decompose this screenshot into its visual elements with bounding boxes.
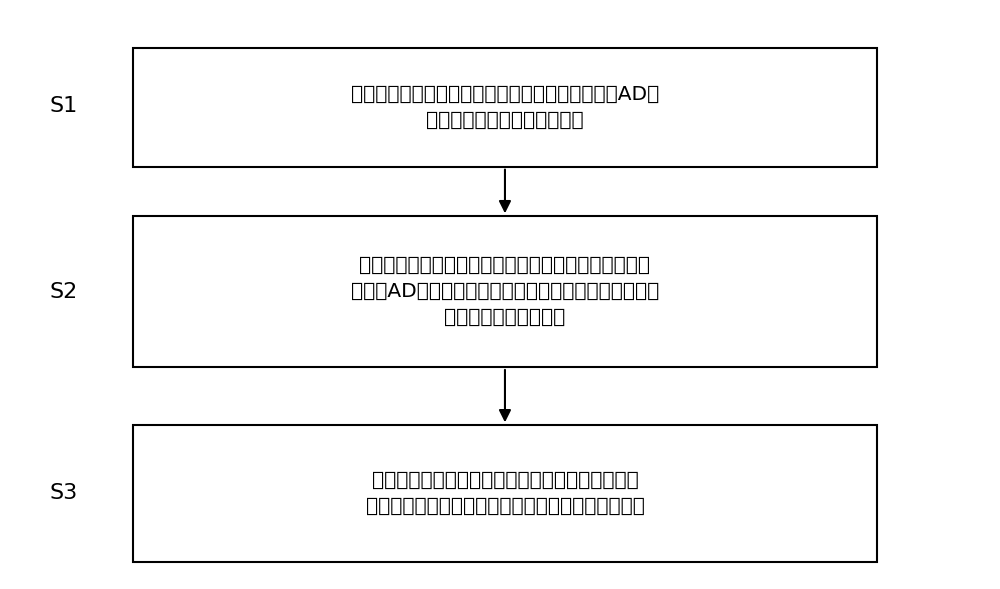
Text: S3: S3 (50, 484, 78, 504)
Text: 进行处理来获取过零方波信号: 进行处理来获取过零方波信号 (426, 111, 584, 130)
Text: 信号的AD值来获得采集到的电压的有效值，根据所述电: 信号的AD值来获得采集到的电压的有效值，根据所述电 (351, 282, 659, 301)
Text: 采集输入的电压信号，对所述采集到的电压信号的AD值: 采集输入的电压信号，对所述采集到的电压信号的AD值 (351, 85, 659, 104)
Text: 根据进行电压跟随后的过零方波信号和根据所述电: 根据进行电压跟随后的过零方波信号和根据所述电 (372, 471, 638, 490)
FancyBboxPatch shape (133, 216, 877, 367)
Text: S2: S2 (50, 282, 78, 302)
Text: 压有效值来计算功率值: 压有效值来计算功率值 (444, 308, 566, 327)
Text: 压有效值计算出的功率值来对加热设备进行功率控制: 压有效值计算出的功率值来对加热设备进行功率控制 (366, 497, 644, 516)
Text: 对过方波零信号进行电压跟随，并根所述采集到的电压: 对过方波零信号进行电压跟随，并根所述采集到的电压 (359, 256, 650, 275)
FancyBboxPatch shape (133, 425, 877, 561)
FancyBboxPatch shape (133, 48, 877, 167)
Text: S1: S1 (50, 96, 78, 116)
